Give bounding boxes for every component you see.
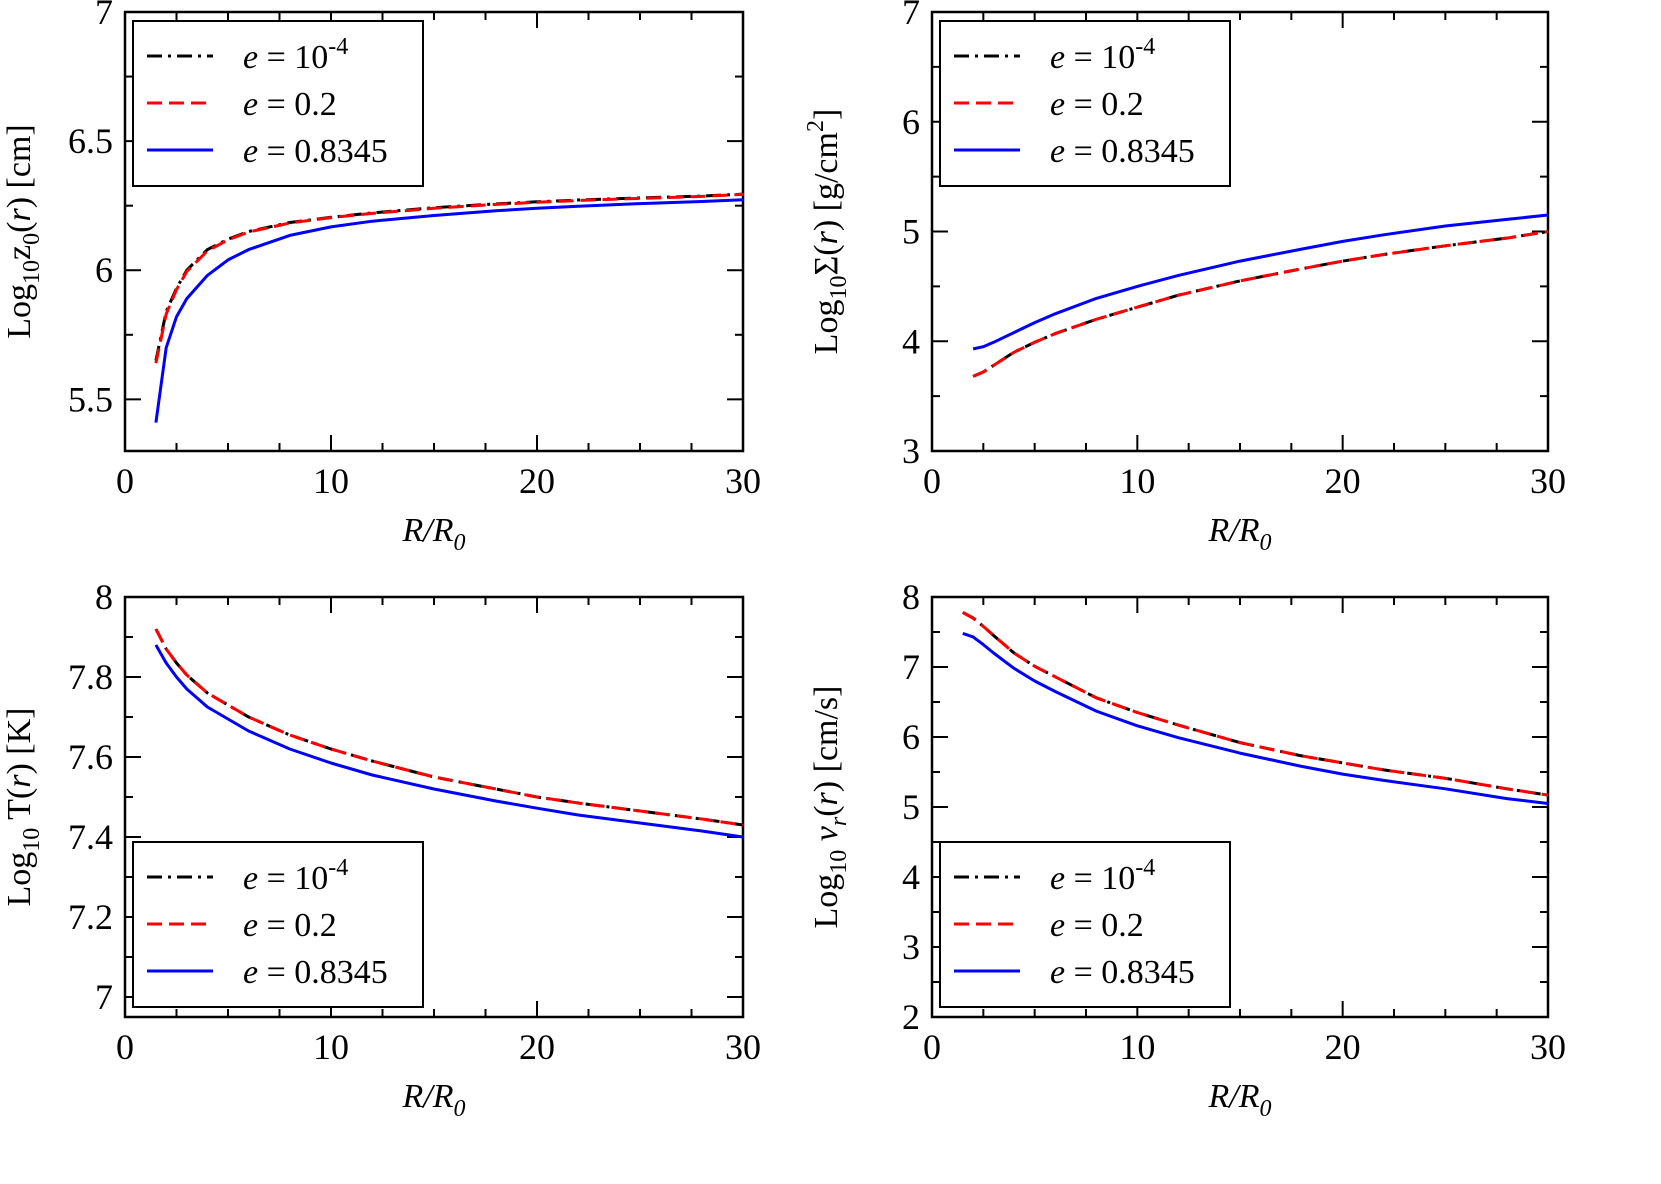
series-line-0 xyxy=(972,230,1549,378)
legend-entry: e = 0.8345 xyxy=(1050,133,1195,170)
y-tick-label: 7 xyxy=(95,0,113,32)
legend-entry: e = 0.8345 xyxy=(243,133,388,170)
x-axis-label: R/R0 xyxy=(402,512,466,556)
x-tick-label: 30 xyxy=(725,1027,761,1067)
series-line-1 xyxy=(154,192,744,364)
legend-entry: e = 0.2 xyxy=(243,86,337,123)
x-tick-label: 10 xyxy=(1119,1027,1155,1067)
legend: e = 10-4 e = 0.2 e = 0.8345 xyxy=(939,20,1231,187)
legend-entry: e = 0.2 xyxy=(1050,86,1144,123)
x-tick-label: 0 xyxy=(923,1027,941,1067)
panel-temperature: 0 10 20 30 7 7.2 7.4 7.6 7.8 8 R/R0 Log10 T(r) [K] e… xyxy=(1,577,761,1122)
legend-entry: e = 10-4 xyxy=(243,855,348,897)
x-axis-label: R/R0 xyxy=(1208,512,1272,556)
series-line-2 xyxy=(962,631,1549,805)
legend-entry: e = 0.8345 xyxy=(243,954,388,991)
y-tick-label: 4 xyxy=(902,321,920,361)
x-tick-label: 30 xyxy=(1530,1027,1566,1067)
y-tick-label: 3 xyxy=(902,431,920,471)
series-line-0 xyxy=(154,192,744,361)
x-tick-label: 20 xyxy=(519,1027,555,1067)
y-tick-label: 7.6 xyxy=(68,737,113,777)
x-tick-label: 0 xyxy=(116,1027,134,1067)
legend-entry: e = 10-4 xyxy=(243,34,348,76)
y-tick-label: 3 xyxy=(902,927,920,967)
y-tick-label: 7 xyxy=(95,977,113,1017)
series-line-1 xyxy=(962,611,1549,797)
y-tick-label: 5 xyxy=(902,212,920,252)
legend: e = 10-4 e = 0.2 e = 0.8345 xyxy=(939,841,1231,1008)
x-axis-label: R/R0 xyxy=(1208,1078,1272,1122)
panel-sigma: 0 10 20 30 3 4 5 6 7 R/R0 Log10Σ(r) [g/cm2] e = 10-… xyxy=(803,0,1566,556)
series-line-2 xyxy=(972,213,1549,351)
y-tick-label: 2 xyxy=(902,997,920,1037)
series-line-2 xyxy=(154,644,744,839)
x-tick-label: 10 xyxy=(313,1027,349,1067)
x-tick-label: 30 xyxy=(1530,461,1566,501)
x-tick-label: 0 xyxy=(923,461,941,501)
legend-entry: e = 10-4 xyxy=(1050,34,1155,76)
x-tick-label: 20 xyxy=(1325,1027,1361,1067)
panel-z0: 0 10 20 30 5.5 6 6.5 7 R/R0 Log10z0(r) [cm] e = 10… xyxy=(1,0,761,556)
y-tick-label: 7.8 xyxy=(68,657,113,697)
y-axis-label: Log10z0(r) [cm] xyxy=(1,124,45,338)
x-tick-label: 10 xyxy=(313,461,349,501)
series-line-2 xyxy=(154,198,744,423)
x-tick-label: 10 xyxy=(1119,461,1155,501)
y-tick-label: 6 xyxy=(902,717,920,757)
y-tick-label: 4 xyxy=(902,857,920,897)
y-tick-label: 7.4 xyxy=(68,817,113,857)
y-tick-label: 7.2 xyxy=(68,897,113,937)
y-tick-label: 5.5 xyxy=(68,379,113,419)
x-tick-label: 30 xyxy=(725,461,761,501)
series-line-0 xyxy=(962,611,1549,797)
y-tick-label: 7 xyxy=(902,647,920,687)
legend: e = 10-4 e = 0.2 e = 0.8345 xyxy=(132,841,424,1008)
series-line-1 xyxy=(972,230,1549,378)
legend-entry: e = 0.2 xyxy=(1050,907,1144,944)
legend: e = 10-4 e = 0.2 e = 0.8345 xyxy=(132,20,424,187)
y-tick-label: 8 xyxy=(95,577,113,617)
y-tick-label: 6 xyxy=(902,102,920,142)
legend-entry: e = 0.2 xyxy=(243,907,337,944)
y-tick-label: 6 xyxy=(95,250,113,290)
y-tick-label: 7 xyxy=(902,0,920,32)
panel-vr: 0 10 20 30 2 3 4 5 6 7 8 R/R0 Log10 vr(r) [cm/s] e = … xyxy=(808,577,1566,1122)
y-tick-label: 8 xyxy=(902,577,920,617)
y-axis-label: Log10 T(r) [K] xyxy=(1,707,45,906)
x-axis-label: R/R0 xyxy=(402,1078,466,1122)
legend-entry: e = 0.8345 xyxy=(1050,954,1195,991)
x-tick-label: 20 xyxy=(519,461,555,501)
y-axis-label: Log10Σ(r) [g/cm2] xyxy=(803,109,852,355)
x-tick-label: 0 xyxy=(116,461,134,501)
y-tick-label: 6.5 xyxy=(68,121,113,161)
legend-entry: e = 10-4 xyxy=(1050,855,1155,897)
series-line-1 xyxy=(154,628,744,827)
y-axis-label: Log10 vr(r) [cm/s] xyxy=(808,686,852,929)
y-tick-label: 5 xyxy=(902,787,920,827)
x-tick-label: 20 xyxy=(1325,461,1361,501)
